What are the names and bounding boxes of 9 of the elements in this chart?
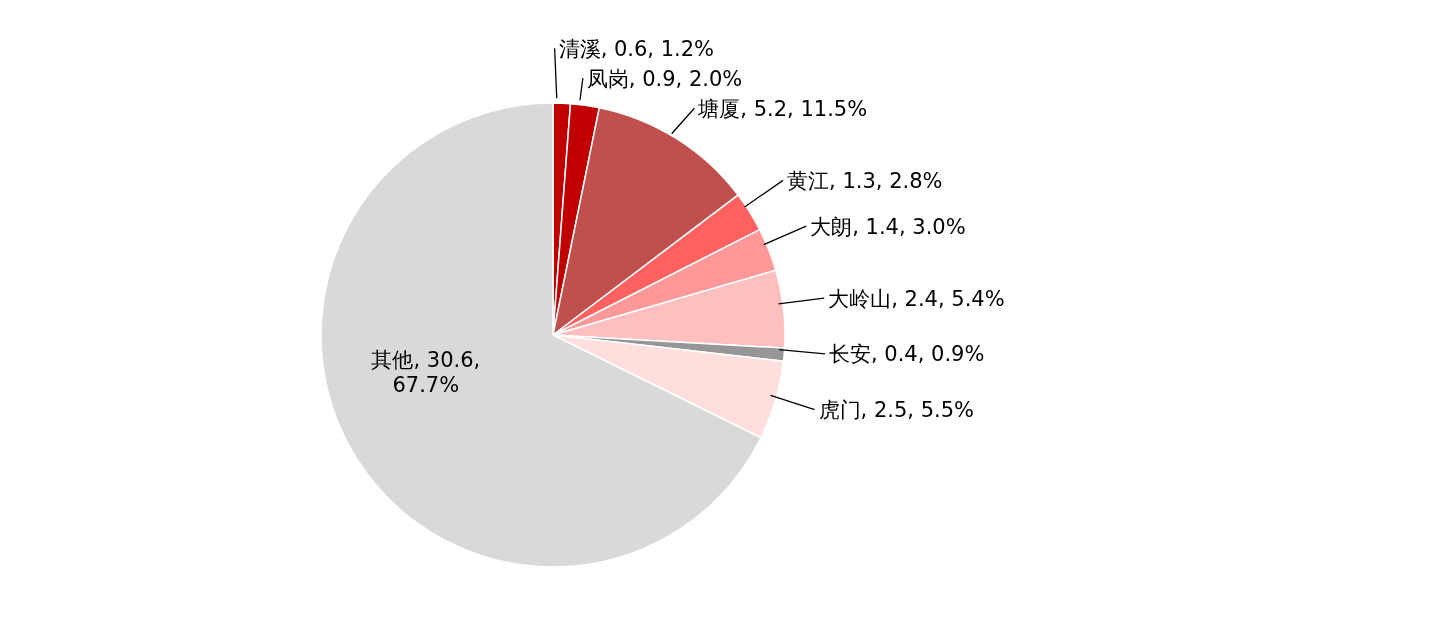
slice-label: 塘厦, 5.2, 11.5% (697, 96, 868, 121)
slice-label: 其他, 30.6, 67.7% (371, 347, 481, 397)
slice-label: 黄江, 1.3, 2.8% (787, 168, 943, 193)
slice-label: 虎门, 2.5, 5.5% (818, 397, 975, 422)
slice-label: 大朗, 1.4, 3.0% (810, 214, 966, 239)
slice-label: 清溪, 0.6, 1.2% (558, 36, 715, 61)
slice-label: 长安, 0.4, 0.9% (828, 342, 985, 367)
slice-label: 凤岗, 0.9, 2.0% (586, 66, 743, 91)
slice-label: 大岭山, 2.4, 5.4% (828, 286, 1005, 311)
